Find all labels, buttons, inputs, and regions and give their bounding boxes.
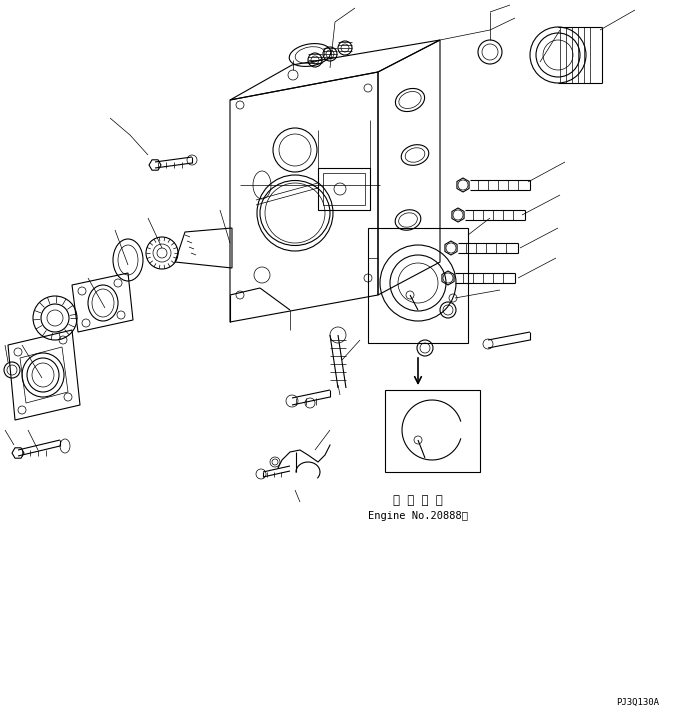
Bar <box>385 390 480 472</box>
Text: 適 用 号 機: 適 用 号 機 <box>393 493 443 506</box>
Text: PJ3Q130A: PJ3Q130A <box>617 698 659 706</box>
Bar <box>323 173 365 205</box>
Bar <box>368 228 468 343</box>
Text: Engine No.20888～: Engine No.20888～ <box>368 511 468 521</box>
Bar <box>318 168 370 210</box>
